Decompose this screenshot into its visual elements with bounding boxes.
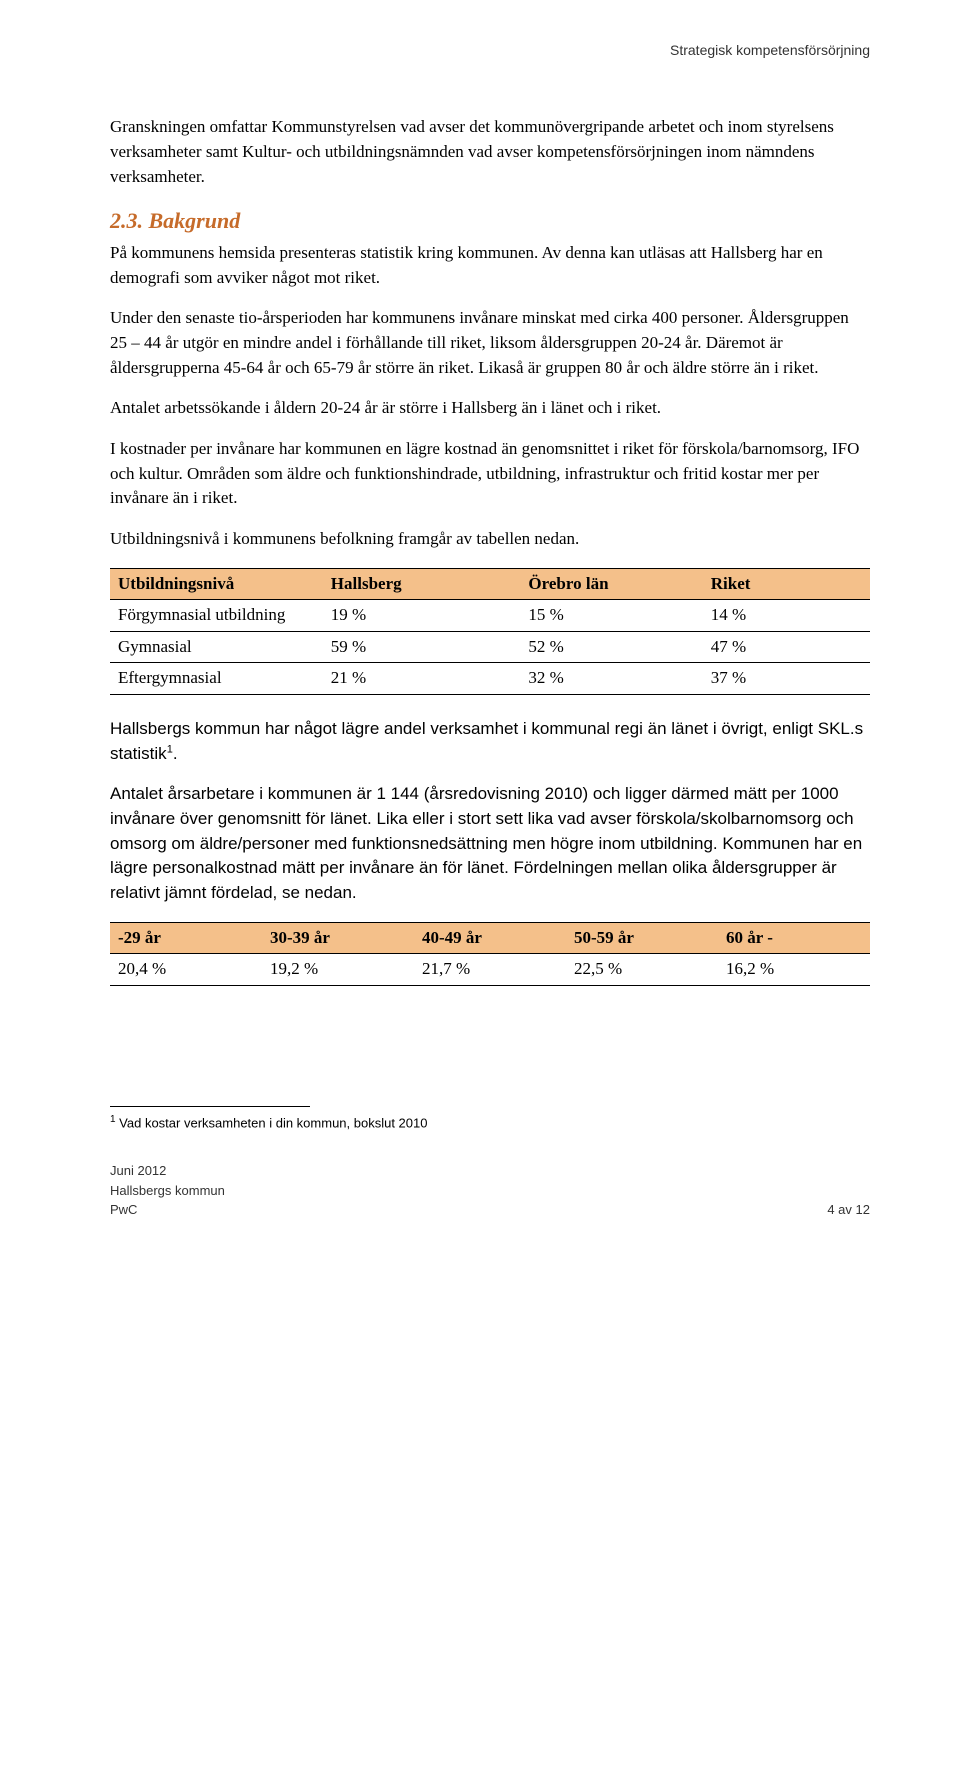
table-header-cell: 60 år -	[718, 922, 870, 954]
table-header-cell: 40-49 år	[414, 922, 566, 954]
table-cell: 21,7 %	[414, 954, 566, 986]
table-cell: 59 %	[323, 631, 521, 663]
footer-municipality: Hallsbergs kommun	[110, 1181, 225, 1201]
table-cell: 52 %	[520, 631, 702, 663]
table-cell: 21 %	[323, 663, 521, 695]
paragraph-after-table1: Hallsbergs kommun har något lägre andel …	[110, 717, 870, 766]
table-cell: Gymnasial	[110, 631, 323, 663]
table-cell: 19 %	[323, 600, 521, 632]
table-cell: 15 %	[520, 600, 702, 632]
paragraph-bakgrund-4: I kostnader per invånare har kommunen en…	[110, 437, 870, 511]
table-header-cell: Örebro län	[520, 568, 702, 600]
table-row: Förgymnasial utbildning19 %15 %14 %	[110, 600, 870, 632]
table-header-cell: 50-59 år	[566, 922, 718, 954]
paragraph-bakgrund-3: Antalet arbetssökande i åldern 20-24 år …	[110, 396, 870, 421]
table-cell: 32 %	[520, 663, 702, 695]
footer-left: Juni 2012 Hallsbergs kommun PwC	[110, 1161, 225, 1220]
table-cell: Förgymnasial utbildning	[110, 600, 323, 632]
table-row: Eftergymnasial21 %32 %37 %	[110, 663, 870, 695]
section-heading-bakgrund: 2.3. Bakgrund	[110, 205, 870, 237]
table-cell: 14 %	[703, 600, 870, 632]
table-row: Gymnasial59 %52 %47 %	[110, 631, 870, 663]
table-header-cell: Utbildningsnivå	[110, 568, 323, 600]
table-cell: 47 %	[703, 631, 870, 663]
table-cell: 22,5 %	[566, 954, 718, 986]
paragraph-bakgrund-2: Under den senaste tio-årsperioden har ko…	[110, 306, 870, 380]
paragraph-intro: Granskningen omfattar Kommunstyrelsen va…	[110, 115, 870, 189]
page-footer: Juni 2012 Hallsbergs kommun PwC 4 av 12	[110, 1161, 870, 1220]
paragraph-bakgrund-1: På kommunens hemsida presenteras statist…	[110, 241, 870, 290]
table-header-cell: -29 år	[110, 922, 262, 954]
footer-page-number: 4 av 12	[827, 1201, 870, 1220]
table-row: 20,4 %19,2 %21,7 %22,5 %16,2 %	[110, 954, 870, 986]
footnote-text: Vad kostar verksamheten i din kommun, bo…	[116, 1115, 428, 1130]
education-level-table: UtbildningsnivåHallsbergÖrebro länRiketF…	[110, 568, 870, 696]
footer-date: Juni 2012	[110, 1161, 225, 1181]
table-cell: Eftergymnasial	[110, 663, 323, 695]
table-cell: 20,4 %	[110, 954, 262, 986]
footer-org: PwC	[110, 1200, 225, 1220]
page-header-right: Strategisk kompetensförsörjning	[110, 40, 870, 60]
table-header-cell: Riket	[703, 568, 870, 600]
footnote-separator	[110, 1106, 310, 1107]
footnote-1: 1 Vad kostar verksamheten i din kommun, …	[110, 1113, 870, 1133]
age-distribution-table: -29 år30-39 år40-49 år50-59 år60 år -20,…	[110, 922, 870, 986]
table-header-cell: Hallsberg	[323, 568, 521, 600]
table-cell: 16,2 %	[718, 954, 870, 986]
table-cell: 19,2 %	[262, 954, 414, 986]
para7-pretext: Hallsbergs kommun har något lägre andel …	[110, 719, 863, 763]
table-cell: 37 %	[703, 663, 870, 695]
paragraph-after-table1b: Antalet årsarbetare i kommunen är 1 144 …	[110, 782, 870, 905]
table-header-cell: 30-39 år	[262, 922, 414, 954]
para7-posttext: .	[173, 744, 178, 763]
paragraph-bakgrund-5: Utbildningsnivå i kommunens befolkning f…	[110, 527, 870, 552]
